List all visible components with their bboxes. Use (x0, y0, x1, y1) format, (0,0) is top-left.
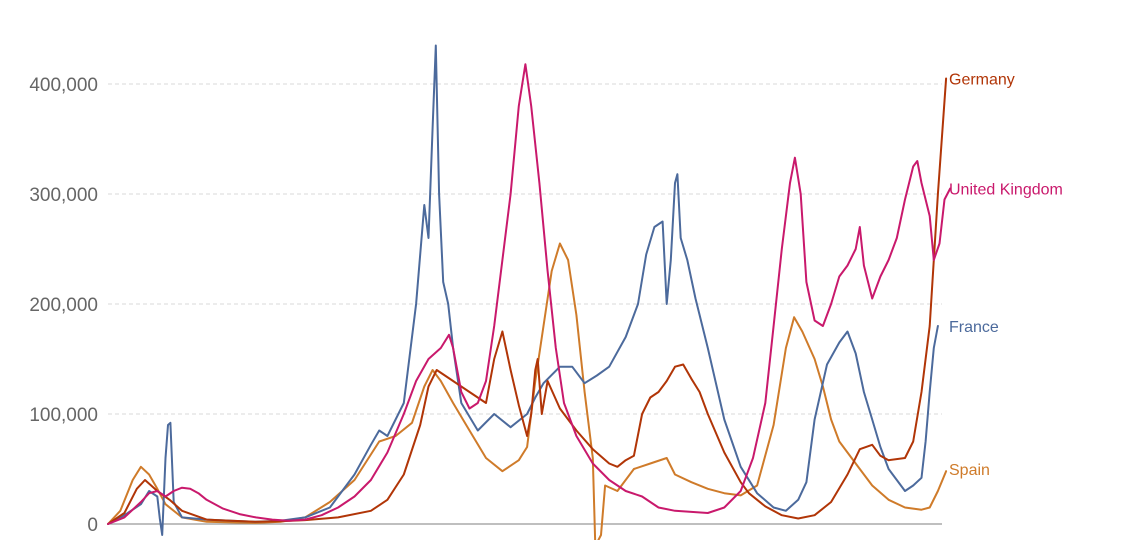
series-label-spain: Spain (949, 462, 990, 479)
series-label-united-kingdom: United Kingdom (949, 182, 1063, 199)
series-label-germany: Germany (949, 72, 1015, 89)
series-line-united-kingdom (107, 63, 952, 525)
series-label-france: France (949, 319, 999, 336)
y-tick-label: 100,000 (29, 405, 98, 426)
y-tick-label: 0 (87, 515, 98, 536)
y-tick-label: 200,000 (29, 295, 98, 316)
series-lines (107, 44, 952, 540)
gridlines: 0 100,000 200,000 300,000 400,000 (29, 75, 942, 536)
y-tick-label: 300,000 (29, 185, 98, 206)
series-line-france (107, 44, 939, 536)
series-line-germany (107, 77, 948, 525)
series-labels: Spain France Germany United Kingdom (949, 72, 1063, 480)
y-tick-label: 400,000 (29, 75, 98, 96)
